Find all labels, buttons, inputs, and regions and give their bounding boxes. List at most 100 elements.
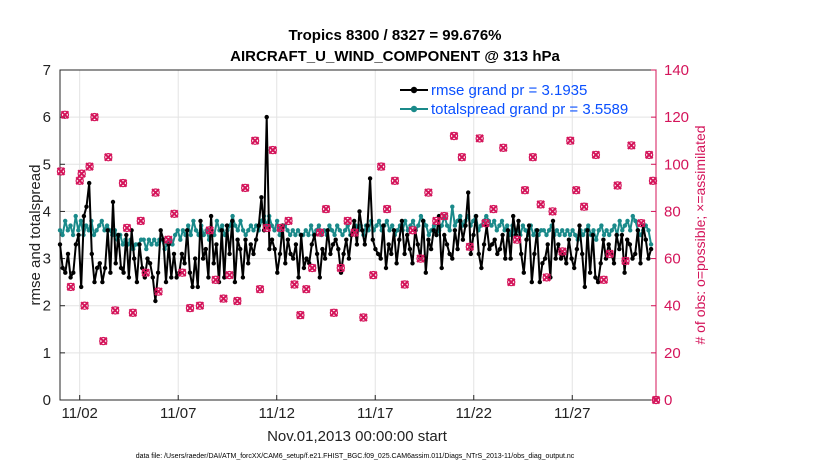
obs-assimilated-point bbox=[240, 183, 250, 193]
obs-possible-point bbox=[416, 254, 425, 263]
obs-possible-point bbox=[118, 178, 128, 188]
obs-possible-point bbox=[60, 110, 70, 120]
y-tick-label: 3 bbox=[43, 251, 51, 268]
rmse-point bbox=[333, 237, 338, 242]
obs-possible-point bbox=[268, 145, 277, 155]
totalspread-point bbox=[290, 228, 295, 233]
totalspread-point bbox=[332, 232, 337, 238]
rmse-point bbox=[487, 246, 492, 252]
obs-possible-point bbox=[296, 310, 305, 320]
totalspread-point bbox=[230, 213, 235, 219]
rmse-point bbox=[352, 218, 357, 224]
rmse-point bbox=[293, 242, 299, 247]
rmse-point bbox=[611, 261, 617, 266]
rmse-point bbox=[582, 284, 587, 290]
rmse-point bbox=[598, 261, 603, 266]
totalspread-point bbox=[214, 218, 220, 224]
rmse-point bbox=[511, 213, 516, 219]
obs-possible-point bbox=[465, 242, 474, 251]
obs-possible-point bbox=[644, 150, 654, 160]
y-right-tick-label: 80 bbox=[664, 203, 681, 220]
obs-possible-point bbox=[225, 270, 234, 280]
obs-possible-point bbox=[542, 273, 551, 282]
obs-assimilated-point bbox=[343, 216, 352, 226]
totalspread-point bbox=[316, 223, 322, 228]
totalspread-point bbox=[57, 228, 63, 233]
rmse-point bbox=[147, 261, 153, 266]
totalspread-point bbox=[180, 228, 186, 233]
rmse-point bbox=[553, 256, 558, 261]
rmse-point bbox=[309, 242, 314, 247]
totalspread-point bbox=[424, 223, 429, 228]
obs-possible-point bbox=[85, 162, 94, 171]
obs-possible-point bbox=[122, 223, 132, 233]
totalspread-point bbox=[497, 223, 502, 228]
totalspread-point bbox=[573, 232, 578, 238]
obs-possible-point bbox=[141, 268, 150, 277]
rmse-point bbox=[426, 237, 431, 242]
totalspread-point bbox=[73, 213, 78, 219]
obs-assimilated-point bbox=[499, 143, 508, 152]
rmse-point bbox=[116, 232, 121, 238]
obs-possible-point bbox=[591, 150, 601, 160]
obs-possible-point bbox=[343, 216, 352, 226]
legend-rmse-label: rmse grand pr = 3.1935 bbox=[431, 82, 587, 99]
obs-assimilated-point bbox=[424, 188, 433, 197]
y-axis-label-right: # of obs: o=possible; ×=assimilated bbox=[692, 125, 708, 344]
rmse-point bbox=[373, 246, 378, 252]
rmse-point bbox=[325, 228, 330, 233]
obs-assimilated-point bbox=[489, 204, 498, 214]
obs-possible-point bbox=[489, 204, 498, 214]
obs-possible-point bbox=[350, 228, 359, 237]
rmse-point bbox=[182, 261, 187, 266]
rmse-point bbox=[346, 256, 352, 261]
rmse-point bbox=[489, 242, 495, 247]
totalspread-point bbox=[240, 228, 246, 233]
totalspread-point bbox=[293, 232, 298, 238]
rmse-point bbox=[378, 256, 383, 261]
obs-possible-point bbox=[136, 216, 145, 226]
rmse-point bbox=[60, 265, 65, 271]
obs-possible-point bbox=[308, 263, 317, 273]
rmse-point bbox=[503, 256, 508, 261]
rmse-point bbox=[153, 298, 158, 304]
rmse-point bbox=[434, 232, 439, 238]
totalspread-point bbox=[416, 223, 421, 228]
totalspread-point bbox=[403, 218, 408, 224]
obs-assimilated-point bbox=[528, 153, 538, 162]
obs-assimilated-point bbox=[262, 223, 272, 233]
obs-possible-point bbox=[432, 216, 441, 226]
obs-possible-point bbox=[164, 235, 173, 244]
totalspread-point bbox=[246, 228, 251, 233]
rmse-point bbox=[259, 195, 264, 200]
totalspread-point bbox=[104, 223, 110, 228]
obs-assimilated-point bbox=[315, 228, 325, 237]
legend-rmse-marker bbox=[410, 86, 418, 94]
rmse-point bbox=[375, 251, 381, 257]
rmse-point bbox=[179, 251, 185, 257]
rmse-point bbox=[360, 228, 365, 233]
totalspread-point bbox=[340, 232, 345, 238]
rmse-point bbox=[545, 242, 550, 247]
obs-possible-point bbox=[599, 275, 609, 284]
obs-assimilated-point bbox=[400, 280, 410, 289]
obs-possible-point bbox=[56, 167, 66, 176]
totalspread-point bbox=[544, 232, 549, 238]
totalspread-point bbox=[374, 223, 379, 228]
rmse-point bbox=[460, 237, 466, 242]
totalspread-point bbox=[274, 218, 280, 224]
totalspread-point bbox=[562, 232, 567, 238]
obs-assimilated-point bbox=[359, 313, 368, 322]
obs-assimilated-point bbox=[296, 310, 305, 320]
rmse-point bbox=[97, 261, 103, 266]
obs-assimilated-point bbox=[233, 296, 242, 306]
obs-possible-point bbox=[284, 216, 293, 226]
rmse-point bbox=[497, 246, 503, 252]
rmse-point bbox=[516, 218, 521, 224]
totalspread-point bbox=[570, 228, 575, 233]
y-tick-label: 6 bbox=[43, 109, 51, 126]
totalspread-point bbox=[120, 242, 126, 247]
totalspread-point bbox=[560, 228, 565, 233]
obs-possible-point bbox=[110, 306, 120, 315]
totalspread-point bbox=[489, 223, 494, 228]
